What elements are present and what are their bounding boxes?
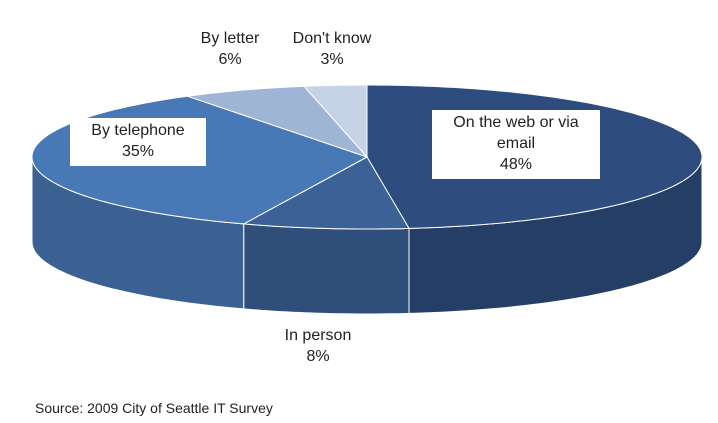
slice xyxy=(241,156,410,230)
slice-label: By letter 6% xyxy=(195,28,265,70)
category-name: In person xyxy=(284,327,352,344)
category-name: By letter xyxy=(200,30,260,47)
value-label: 48% xyxy=(499,156,533,173)
value-label: 6% xyxy=(218,51,242,68)
category-name: On the web or via email xyxy=(453,114,579,152)
slice-side xyxy=(243,223,410,315)
category-name: Don't know xyxy=(292,30,372,47)
source-note: Source: 2009 City of Seattle IT Survey xyxy=(35,400,273,416)
value-label: 35% xyxy=(121,143,155,160)
category-name: By telephone xyxy=(91,122,185,139)
slice xyxy=(303,84,368,159)
slice-label: Don't know 3% xyxy=(280,28,384,70)
slice xyxy=(187,85,369,159)
slice-label: On the web or via email 48% xyxy=(432,110,600,179)
slice-label: By telephone 35% xyxy=(70,118,206,166)
slice-label: In person 8% xyxy=(258,325,378,367)
value-label: 8% xyxy=(306,348,330,365)
value-label: 3% xyxy=(320,51,344,68)
